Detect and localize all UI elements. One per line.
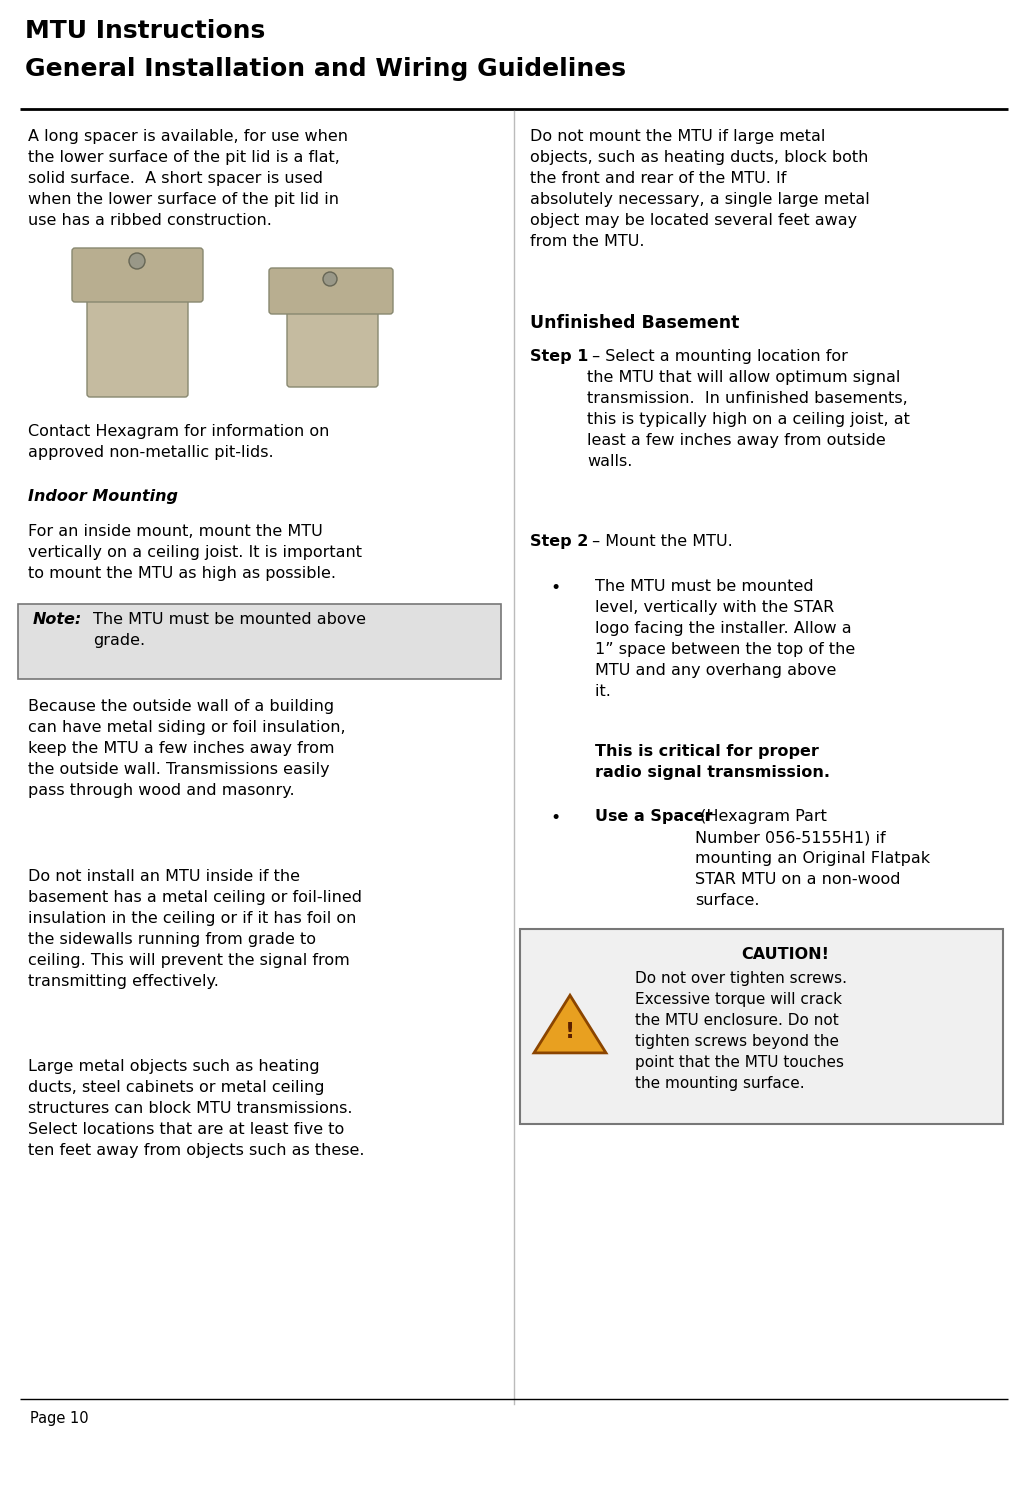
FancyBboxPatch shape [287,303,378,387]
Text: Unfinished Basement: Unfinished Basement [530,313,739,331]
Text: Use a Spacer: Use a Spacer [595,809,712,824]
Text: !: ! [565,1021,575,1042]
FancyBboxPatch shape [72,247,203,301]
FancyBboxPatch shape [19,604,501,679]
Text: Large metal objects such as heating
ducts, steel cabinets or metal ceiling
struc: Large metal objects such as heating duct… [28,1058,365,1159]
Text: CAUTION!: CAUTION! [741,947,829,962]
Text: Step 1: Step 1 [530,349,588,364]
Circle shape [128,253,145,268]
Text: MTU Instructions: MTU Instructions [25,19,265,43]
Text: General Installation and Wiring Guidelines: General Installation and Wiring Guidelin… [25,57,626,81]
Text: •: • [550,579,560,597]
Text: (Hexagram Part
Number 056-5155H1) if
mounting an Original Flatpak
STAR MTU on a : (Hexagram Part Number 056-5155H1) if mou… [695,809,930,908]
Text: Do not over tighten screws.
Excessive torque will crack
the MTU enclosure. Do no: Do not over tighten screws. Excessive to… [635,971,847,1091]
Text: – Mount the MTU.: – Mount the MTU. [587,534,733,549]
FancyBboxPatch shape [28,223,488,409]
Text: The MTU must be mounted
level, vertically with the STAR
logo facing the installe: The MTU must be mounted level, verticall… [595,579,855,699]
Text: •: • [550,809,560,827]
Text: Step 2: Step 2 [530,534,588,549]
Circle shape [323,271,337,286]
Text: The MTU must be mounted above
grade.: The MTU must be mounted above grade. [93,612,366,648]
Text: Indoor Mounting: Indoor Mounting [28,489,178,504]
Text: Page 10: Page 10 [30,1411,88,1426]
Polygon shape [534,995,605,1052]
Text: Note:: Note: [33,612,82,627]
FancyBboxPatch shape [520,929,1003,1124]
Text: For an inside mount, mount the MTU
vertically on a ceiling joist. It is importan: For an inside mount, mount the MTU verti… [28,525,362,582]
Text: Because the outside wall of a building
can have metal siding or foil insulation,: Because the outside wall of a building c… [28,699,345,797]
Text: Do not install an MTU inside if the
basement has a metal ceiling or foil-lined
i: Do not install an MTU inside if the base… [28,869,362,989]
FancyBboxPatch shape [87,291,188,397]
Text: – Select a mounting location for
the MTU that will allow optimum signal
transmis: – Select a mounting location for the MTU… [587,349,910,469]
FancyBboxPatch shape [269,268,393,313]
Text: This is critical for proper
radio signal transmission.: This is critical for proper radio signal… [595,744,830,779]
Text: Contact Hexagram for information on
approved non-metallic pit-lids.: Contact Hexagram for information on appr… [28,424,329,460]
Text: Do not mount the MTU if large metal
objects, such as heating ducts, block both
t: Do not mount the MTU if large metal obje… [530,129,870,249]
Text: A long spacer is available, for use when
the lower surface of the pit lid is a f: A long spacer is available, for use when… [28,129,348,228]
